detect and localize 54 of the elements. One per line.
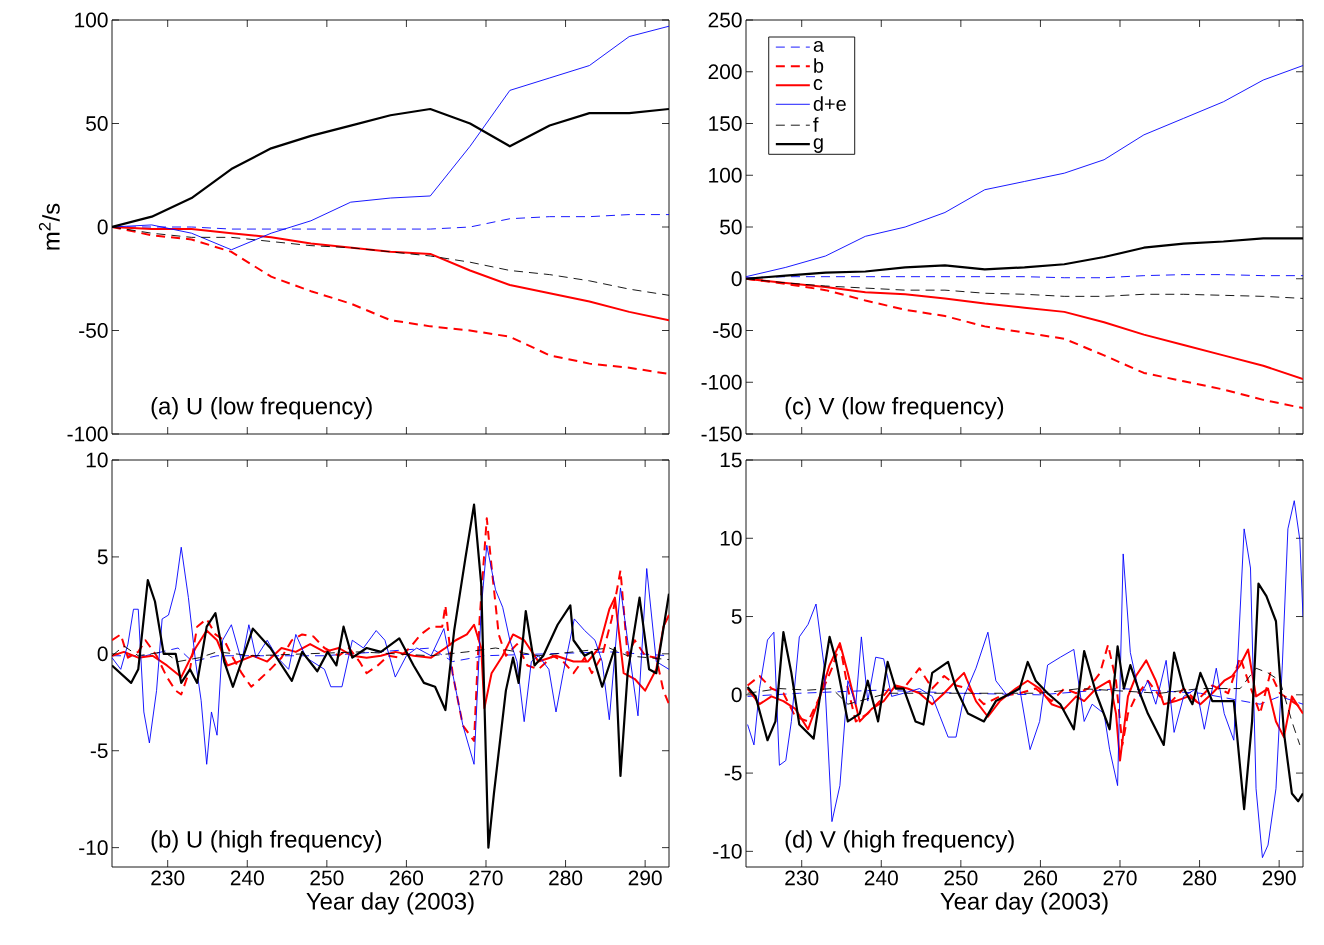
x-tick-label: 230 — [151, 870, 185, 886]
y-tick-label: 150 — [709, 116, 742, 131]
y-tick-label: 100 — [709, 167, 742, 183]
y-tick-label: -10 — [713, 843, 742, 859]
y-tick-label: 0 — [731, 687, 742, 703]
line-series — [112, 517, 669, 743]
legend-label: d+e — [813, 96, 846, 111]
y-tick-label: 50 — [86, 116, 108, 131]
annotation: (c) V (low frequency) — [785, 397, 1004, 420]
annotation: (a) U (low frequency) — [151, 397, 372, 420]
y-tick-label: 10 — [86, 452, 108, 468]
x-tick-label: 270 — [469, 870, 503, 886]
x-tick-label: 240 — [230, 870, 264, 886]
legend-label: g — [813, 138, 823, 153]
y-tick-label: -10 — [79, 840, 108, 856]
legend-label: a — [813, 41, 825, 52]
x-axis-title: Year day (2003) — [306, 892, 474, 915]
y-tick-label: 15 — [720, 452, 742, 468]
x-axis-title: Year day (2003) — [940, 892, 1108, 915]
annotation: (b) U (high frequency) — [151, 830, 382, 853]
y-tick-label: 5 — [97, 549, 108, 565]
x-tick-label: 240 — [864, 870, 898, 886]
legend-label: c — [813, 79, 823, 91]
x-tick-label: 280 — [1183, 870, 1217, 886]
y-tick-label: -50 — [713, 323, 742, 338]
y-tick-label: 0 — [97, 646, 108, 662]
y-axis-title: m$^{2}$/s — [38, 203, 60, 250]
line-series — [747, 500, 1304, 859]
y-tick-label: -100 — [701, 374, 742, 390]
x-tick-label: 250 — [944, 870, 978, 886]
y-tick-label: 0 — [97, 219, 108, 235]
x-tick-label: 230 — [785, 870, 819, 886]
x-tick-label: 260 — [390, 870, 424, 886]
y-tick-label: -100 — [67, 426, 108, 442]
y-tick-label: 50 — [720, 219, 742, 235]
x-tick-label: 290 — [628, 870, 662, 886]
y-tick-label: 0 — [731, 271, 742, 287]
legend-label: b — [814, 58, 824, 73]
y-tick-label: 200 — [708, 64, 742, 80]
y-tick-label: 10 — [720, 530, 742, 546]
x-tick-label: 270 — [1103, 870, 1137, 886]
y-tick-label: -5 — [724, 765, 742, 781]
x-tick-label: 260 — [1024, 870, 1058, 886]
y-tick-label: -150 — [701, 426, 742, 442]
annotation: (d) V (high frequency) — [785, 830, 1014, 853]
legend-label: f — [813, 117, 819, 132]
x-tick-label: 290 — [1262, 870, 1296, 886]
y-tick-label: -5 — [90, 743, 108, 759]
y-tick-label: -50 — [79, 323, 108, 338]
y-tick-label: 100 — [75, 12, 108, 28]
y-tick-label: 250 — [708, 12, 742, 28]
y-tick-label: 5 — [731, 609, 742, 624]
x-tick-label: 280 — [549, 870, 583, 886]
x-tick-label: 250 — [310, 870, 344, 886]
